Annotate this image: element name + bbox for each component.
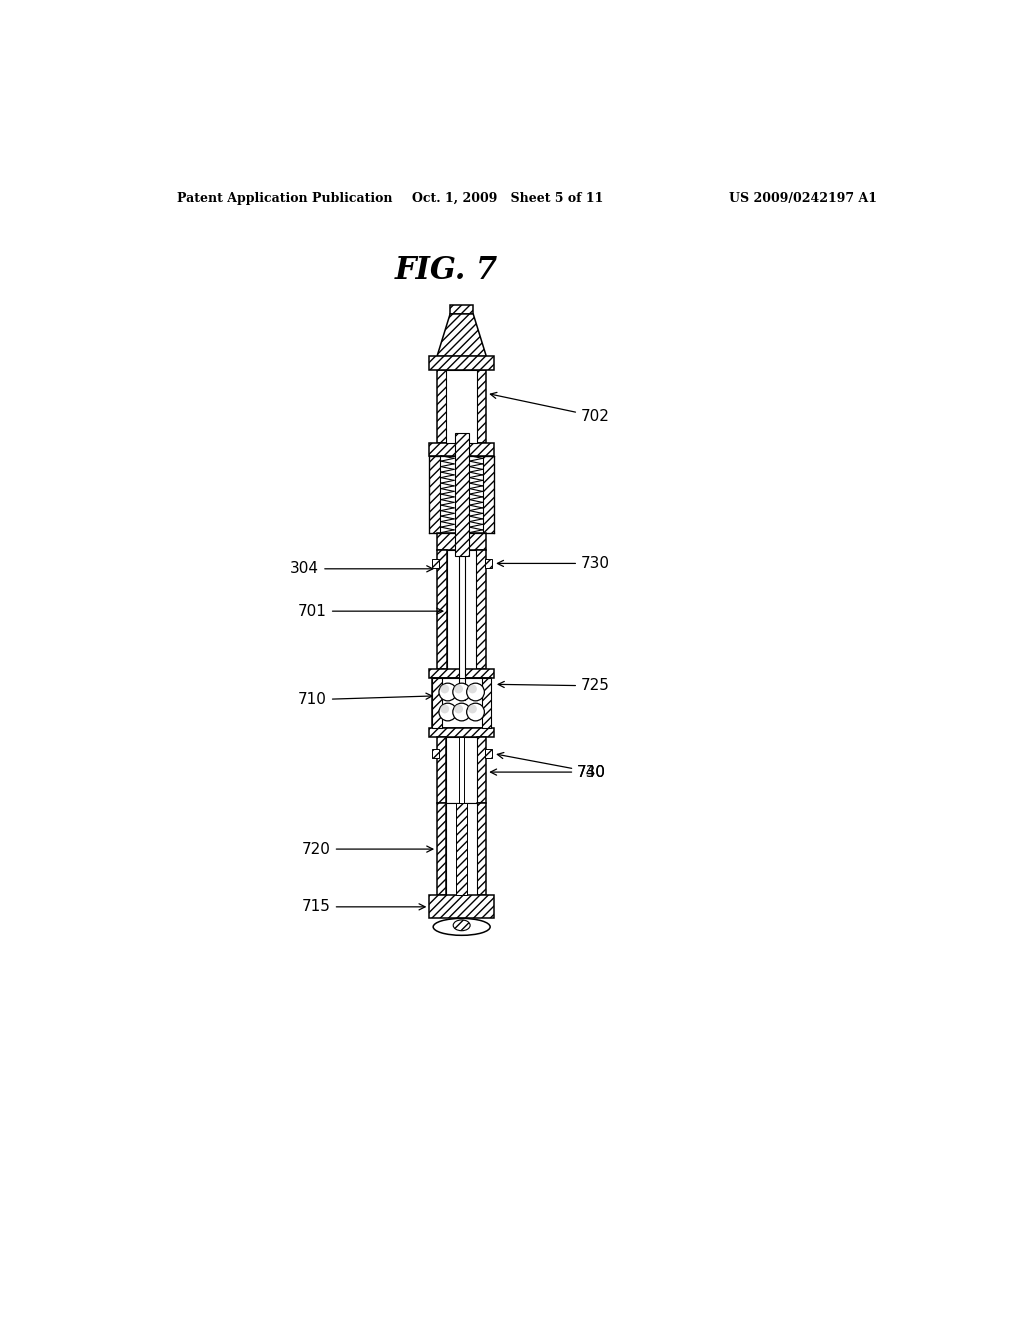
Bar [429, 444, 494, 455]
Bar [432, 558, 438, 568]
Bar [432, 748, 438, 758]
Bar [432, 678, 441, 729]
Ellipse shape [433, 919, 490, 936]
Bar [459, 519, 465, 700]
Text: 730: 730 [498, 752, 606, 780]
Text: 720: 720 [302, 842, 433, 857]
Bar [477, 738, 486, 803]
Bar [446, 803, 477, 895]
Bar [484, 748, 492, 758]
Bar [437, 549, 447, 669]
Text: 710: 710 [298, 692, 432, 708]
Bar [432, 678, 490, 729]
Ellipse shape [440, 685, 450, 693]
Text: Oct. 1, 2009   Sheet 5 of 11: Oct. 1, 2009 Sheet 5 of 11 [413, 191, 603, 205]
Ellipse shape [467, 704, 484, 721]
Bar [437, 738, 446, 803]
Text: 304: 304 [290, 561, 433, 577]
Bar [446, 370, 477, 444]
Ellipse shape [453, 704, 470, 721]
Bar [447, 549, 476, 669]
Ellipse shape [453, 684, 470, 701]
Text: 740: 740 [490, 764, 606, 780]
Bar [451, 305, 473, 314]
Ellipse shape [455, 685, 463, 693]
Ellipse shape [440, 705, 450, 713]
Text: US 2009/0242197 A1: US 2009/0242197 A1 [729, 191, 878, 205]
Bar [460, 738, 464, 803]
Bar [446, 738, 477, 803]
Bar [429, 669, 494, 678]
Bar [429, 729, 494, 738]
Bar [429, 455, 440, 533]
Ellipse shape [439, 684, 457, 701]
Ellipse shape [468, 685, 477, 693]
Bar [476, 549, 486, 669]
Bar [483, 455, 494, 533]
Text: Patent Application Publication: Patent Application Publication [177, 191, 392, 205]
Ellipse shape [454, 920, 470, 931]
Bar [429, 895, 494, 919]
Bar [429, 356, 494, 370]
Text: 725: 725 [499, 678, 610, 693]
Text: 730: 730 [498, 556, 610, 572]
Bar [481, 678, 490, 729]
Bar [437, 803, 446, 895]
Text: 701: 701 [298, 603, 442, 619]
Ellipse shape [468, 705, 477, 713]
Text: FIG. 7: FIG. 7 [394, 255, 498, 285]
Bar [457, 803, 467, 895]
Bar [477, 803, 486, 895]
Polygon shape [437, 314, 486, 356]
Ellipse shape [439, 704, 457, 721]
Ellipse shape [467, 684, 484, 701]
Text: 702: 702 [490, 392, 610, 424]
Bar [455, 433, 469, 556]
Text: 715: 715 [302, 899, 425, 915]
Bar [484, 558, 492, 568]
Bar [437, 533, 486, 549]
Bar [437, 370, 486, 444]
Ellipse shape [455, 705, 463, 713]
Bar [457, 803, 467, 895]
